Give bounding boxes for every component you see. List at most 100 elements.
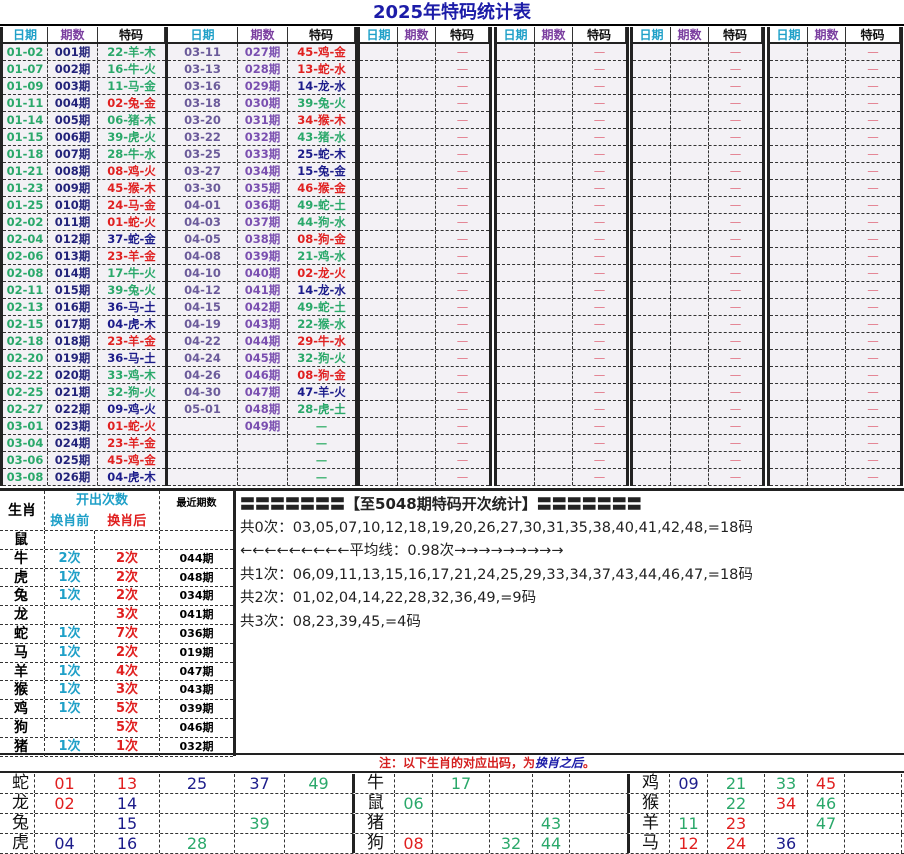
table-row: — [497, 231, 626, 248]
date-cell [360, 333, 398, 349]
code-cell: — [729, 300, 742, 314]
code-cell: — [729, 453, 742, 467]
table-row: 02-11 015期 39-兔-火 [3, 282, 165, 299]
table-row: — [497, 163, 626, 180]
date-cell: 02-22 [3, 367, 48, 383]
table-row: — [770, 95, 900, 112]
grid-number [490, 814, 533, 833]
count-before-cell: 1次 [45, 624, 95, 643]
table-row: 03-30 035期 46-猴-金 [168, 180, 355, 197]
grid-number: 23 [708, 814, 765, 833]
table-row: — [770, 265, 900, 282]
code-cell: 44-狗-水 [297, 215, 346, 229]
grid-number: 47 [808, 814, 845, 833]
header-after: 换肖后 [107, 514, 147, 529]
period-cell: 020期 [48, 367, 98, 383]
code-cell: — [593, 470, 606, 484]
table-row: — [770, 333, 900, 350]
count-before-cell [45, 531, 95, 549]
period-cell [238, 452, 288, 468]
period-cell [535, 214, 573, 230]
code-cell: 13-蛇-水 [297, 62, 346, 76]
table-row: 03-11 027期 45-鸡-金 [168, 44, 355, 61]
grid-row: 兔 15 39 猪 43 羊 11 23 47 [0, 814, 904, 834]
code-cell: — [456, 113, 469, 127]
recent-period-cell [160, 531, 233, 549]
table-row: — [633, 299, 762, 316]
grid-row: 虎 04 16 28 狗 08 32 44 马 12 24 36 [0, 834, 904, 854]
code-cell: 32-狗-火 [107, 385, 156, 399]
period-cell [671, 452, 709, 468]
date-cell [360, 401, 398, 417]
date-cell [633, 146, 671, 162]
date-cell [770, 333, 808, 349]
table-row: — [497, 452, 626, 469]
grid-number: 21 [708, 774, 765, 793]
header-code: 特码 [98, 27, 165, 42]
period-cell [535, 61, 573, 77]
date-cell [633, 401, 671, 417]
code-cell: — [729, 368, 742, 382]
date-cell [633, 316, 671, 332]
table-row: — [497, 316, 626, 333]
table-row: — [633, 197, 762, 214]
code-cell: 21-鸡-水 [297, 249, 346, 263]
date-cell: 02-27 [3, 401, 48, 417]
date-cell [770, 384, 808, 400]
header-period: 期数 [671, 27, 709, 42]
period-cell [398, 129, 436, 145]
period-cell [535, 384, 573, 400]
zodiac-cell: 蛇 [0, 624, 45, 643]
period-cell: 003期 [48, 78, 98, 94]
grid-number: 04 [35, 834, 95, 853]
code-cell: — [867, 470, 879, 484]
date-cell [360, 95, 398, 111]
code-cell: — [867, 249, 879, 263]
table-row: 01-25 010期 24-马-金 [3, 197, 165, 214]
date-cell [497, 282, 535, 298]
date-cell [770, 282, 808, 298]
code-cell: — [867, 402, 879, 416]
date-cell [360, 129, 398, 145]
period-cell: 015期 [48, 282, 98, 298]
date-cell [168, 469, 238, 485]
date-cell [360, 214, 398, 230]
recent-period-cell: 019期 [179, 645, 214, 659]
header-period: 期数 [238, 27, 288, 42]
table-row: 03-20 031期 34-猴-木 [168, 112, 355, 129]
grid-number [533, 774, 570, 793]
table-row: — [360, 282, 489, 299]
period-cell [535, 435, 573, 451]
code-cell: — [456, 45, 469, 59]
stats-line: 共2次：01,02,04,14,22,28,32,36,49,=9码 [240, 590, 537, 606]
period-cell: 013期 [48, 248, 98, 264]
period-cell [671, 95, 709, 111]
code-cell: — [315, 470, 328, 484]
table-row: 03-27 034期 15-兔-金 [168, 163, 355, 180]
period-cell [398, 214, 436, 230]
period-cell [398, 146, 436, 162]
period-cell: 036期 [238, 197, 288, 213]
date-cell: 01-14 [3, 112, 48, 128]
date-cell: 05-01 [168, 401, 238, 417]
period-cell [671, 214, 709, 230]
code-cell: — [456, 181, 469, 195]
table-row: — [360, 418, 489, 435]
code-cell: — [729, 232, 742, 246]
date-cell [633, 163, 671, 179]
period-cell [808, 316, 846, 332]
code-cell: — [593, 368, 606, 382]
date-cell: 01-02 [3, 44, 48, 60]
code-cell: — [456, 62, 469, 76]
code-cell: 36-马-土 [107, 300, 156, 314]
count-after-cell: 2次 [95, 568, 160, 587]
period-cell [671, 146, 709, 162]
table-row: — [168, 452, 355, 469]
date-cell: 04-08 [168, 248, 238, 264]
table-row: 05-01 048期 28-虎-土 [168, 401, 355, 418]
period-block: 日期 期数 特码 — — — — — — — — — — — — [630, 27, 765, 486]
date-cell [497, 350, 535, 366]
table-row: — [770, 469, 900, 486]
period-cell [671, 299, 709, 315]
period-cell [808, 401, 846, 417]
